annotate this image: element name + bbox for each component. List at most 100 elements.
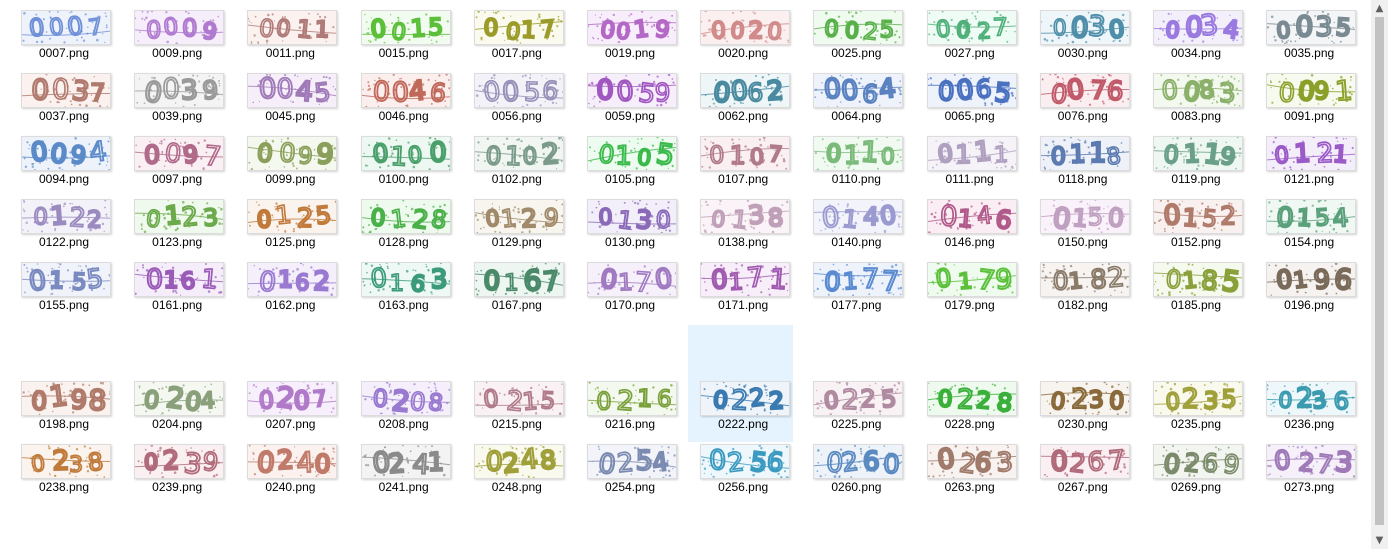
file-item[interactable]: 0 0 2 5 0025.png <box>806 10 906 67</box>
file-item[interactable]: 0 2 1 5 0215.png <box>467 381 567 438</box>
noise-dot <box>51 214 54 217</box>
noise-dot <box>395 139 397 141</box>
file-item[interactable]: 0 1 4 0 0140.png <box>806 199 906 256</box>
file-item[interactable]: 0 0 1 9 0019.png <box>580 10 680 67</box>
file-item[interactable]: 0 2 5 4 0254.png <box>580 444 680 501</box>
file-item[interactable]: 0 0 9 1 0091.png <box>1259 73 1359 130</box>
file-item[interactable]: 0 2 0 4 0204.png <box>127 381 227 438</box>
file-item[interactable]: 0 0 3 4 0034.png <box>1146 10 1246 67</box>
file-item[interactable]: 0 2 4 0 0240.png <box>240 444 340 501</box>
file-item[interactable]: 0 0 3 0 0030.png <box>1033 10 1133 67</box>
file-item[interactable]: 0 1 1 8 0118.png <box>1033 136 1133 193</box>
file-item[interactable]: 0 0 7 6 0076.png <box>1033 73 1133 130</box>
noise-dot <box>771 278 773 280</box>
captcha-glyph: 5 <box>1220 264 1242 296</box>
file-item[interactable]: 0 2 4 1 0241.png <box>354 444 454 501</box>
file-item[interactable]: 0 2 7 3 0273.png <box>1259 444 1359 501</box>
file-item[interactable]: 0 1 7 0 0170.png <box>580 262 680 319</box>
captcha-glyph: 0 <box>599 264 619 296</box>
file-item[interactable]: 0 2 5 6 0256.png <box>693 444 793 501</box>
file-item[interactable]: 0 1 0 2 0102.png <box>467 136 567 193</box>
file-item[interactable]: 0 1 6 2 0162.png <box>240 262 340 319</box>
file-item[interactable]: 0 1 8 2 0182.png <box>1033 262 1133 319</box>
file-item[interactable]: 0 2 4 8 0248.png <box>467 444 567 501</box>
noise-dot <box>552 159 556 163</box>
file-item[interactable]: 0 1 3 0 0130.png <box>580 199 680 256</box>
file-item[interactable]: 0 1 7 1 0171.png <box>693 262 793 319</box>
file-item[interactable]: 0 1 6 1 0161.png <box>127 262 227 319</box>
file-item[interactable]: 0 2 0 8 0208.png <box>354 381 454 438</box>
file-item[interactable]: 0 1 2 5 0125.png <box>240 199 340 256</box>
file-item[interactable]: 0 2 3 0 0230.png <box>1033 381 1133 438</box>
file-item[interactable]: 0 0 3 5 0035.png <box>1259 10 1359 67</box>
file-item[interactable]: 0 0 1 5 0015.png <box>354 10 454 67</box>
file-item[interactable]: 0 1 7 9 0179.png <box>920 262 1020 319</box>
vertical-scrollbar[interactable]: ▲ ▼ <box>1371 0 1388 549</box>
file-item[interactable]: 0 1 9 6 0196.png <box>1259 262 1359 319</box>
noise-dot <box>1200 209 1203 212</box>
noise-dot <box>1090 31 1092 33</box>
noise-dot <box>621 227 624 230</box>
file-item[interactable]: 0 0 6 5 0065.png <box>920 73 1020 130</box>
file-item[interactable]: 0 1 6 3 0163.png <box>354 262 454 319</box>
file-item[interactable]: 0 2 2 8 0228.png <box>920 381 1020 438</box>
file-item[interactable]: 0 0 9 9 0099.png <box>240 136 340 193</box>
file-item[interactable]: 0 1 2 2 0122.png <box>14 199 114 256</box>
file-item[interactable]: 0 0 9 4 0094.png <box>14 136 114 193</box>
file-item[interactable]: 0 0 4 5 0045.png <box>240 73 340 130</box>
file-item[interactable]: 0 1 2 3 0123.png <box>127 199 227 256</box>
file-item[interactable]: 0 2 6 0 0260.png <box>806 444 906 501</box>
file-item[interactable]: 0 0 1 1 0011.png <box>240 10 340 67</box>
file-item[interactable]: 0 0 1 7 0017.png <box>467 10 567 67</box>
file-item[interactable]: 0 1 1 9 0119.png <box>1146 136 1246 193</box>
file-item[interactable]: 0 2 6 3 0263.png <box>920 444 1020 501</box>
noise-dot <box>546 273 548 275</box>
file-item[interactable]: 0 2 3 9 0239.png <box>127 444 227 501</box>
file-item[interactable]: 0 0 2 0 0020.png <box>693 10 793 67</box>
file-item[interactable]: 0 0 5 9 0059.png <box>580 73 680 130</box>
file-item[interactable]: 0 0 4 6 0046.png <box>354 73 454 130</box>
file-item[interactable]: 0 2 6 9 0269.png <box>1146 444 1246 501</box>
file-item[interactable]: 0 1 4 6 0146.png <box>920 199 1020 256</box>
file-item[interactable]: 0 1 7 7 0177.png <box>806 262 906 319</box>
file-item[interactable]: 0 0 8 3 0083.png <box>1146 73 1246 130</box>
file-item[interactable]: 0 1 5 0 0150.png <box>1033 199 1133 256</box>
file-item[interactable]: 0 2 0 7 0207.png <box>240 381 340 438</box>
captcha-glyph: 0 <box>52 74 70 106</box>
file-item[interactable]: 0 2 2 2 0222.png <box>688 325 794 442</box>
scroll-down-arrow-icon[interactable]: ▼ <box>1375 535 1384 546</box>
file-item[interactable]: 0 0 3 9 0039.png <box>127 73 227 130</box>
file-item[interactable]: 0 0 9 7 0097.png <box>127 136 227 193</box>
file-item[interactable]: 0 0 6 4 0064.png <box>806 73 906 130</box>
file-item[interactable]: 0 1 6 7 0167.png <box>467 262 567 319</box>
file-item[interactable]: 0 0 5 6 0056.png <box>467 73 567 130</box>
file-item[interactable]: 0 1 0 7 0107.png <box>693 136 793 193</box>
file-item[interactable]: 0 1 5 5 0155.png <box>14 262 114 319</box>
file-item[interactable]: 0 1 1 1 0111.png <box>920 136 1020 193</box>
file-item[interactable]: 0 1 2 9 0129.png <box>467 199 567 256</box>
file-item[interactable]: 0 2 3 6 0236.png <box>1259 381 1359 438</box>
file-item[interactable]: 0 0 6 2 0062.png <box>693 73 793 130</box>
file-item[interactable]: 0 0 3 7 0037.png <box>14 73 114 130</box>
file-item[interactable]: 0 2 1 6 0216.png <box>580 381 680 438</box>
file-item[interactable]: 0 0 0 7 0007.png <box>14 10 114 67</box>
scrollbar-thumb[interactable] <box>1375 17 1384 525</box>
file-item[interactable]: 0 1 3 8 0138.png <box>693 199 793 256</box>
noise-dot <box>410 151 414 154</box>
scroll-up-arrow-icon[interactable]: ▲ <box>1375 3 1384 14</box>
file-item[interactable]: 0 1 0 5 0105.png <box>580 136 680 193</box>
file-item[interactable]: 0 1 2 8 0128.png <box>354 199 454 256</box>
file-item[interactable]: 0 1 2 1 0121.png <box>1259 136 1359 193</box>
file-item[interactable]: 0 1 9 8 0198.png <box>14 381 114 438</box>
file-item[interactable]: 0 1 8 5 0185.png <box>1146 262 1246 319</box>
file-item[interactable]: 0 1 0 0 0100.png <box>354 136 454 193</box>
file-item[interactable]: 0 0 2 7 0027.png <box>920 10 1020 67</box>
file-item[interactable]: 0 0 0 9 0009.png <box>127 10 227 67</box>
file-item[interactable]: 0 2 3 8 0238.png <box>14 444 114 501</box>
file-item[interactable]: 0 1 5 4 0154.png <box>1259 199 1359 256</box>
file-item[interactable]: 0 2 3 5 0235.png <box>1146 381 1246 438</box>
file-item[interactable]: 0 2 6 7 0267.png <box>1033 444 1133 501</box>
file-item[interactable]: 0 1 1 0 0110.png <box>806 136 906 193</box>
file-item[interactable]: 0 1 5 2 0152.png <box>1146 199 1246 256</box>
file-item[interactable]: 0 2 2 5 0225.png <box>806 381 906 438</box>
